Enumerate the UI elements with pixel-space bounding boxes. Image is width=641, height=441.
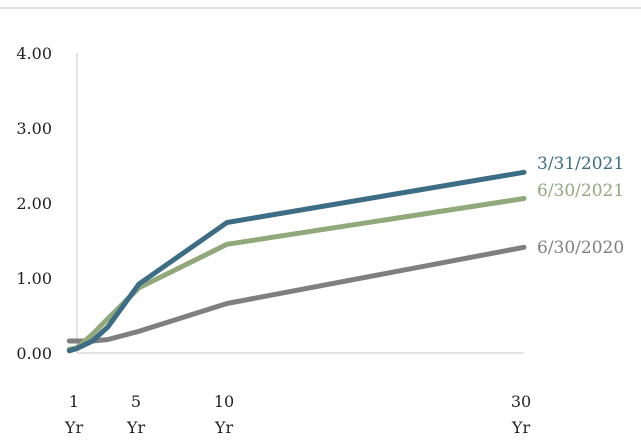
x-tick-label: 1 xyxy=(69,392,79,411)
x-tick-unit: Yr xyxy=(126,418,146,437)
x-axis-ticks: 1 Yr 5 Yr 10 Yr 30 Yr xyxy=(64,392,531,437)
series-line-6-30-2020 xyxy=(66,244,527,344)
x-tick-unit: Yr xyxy=(511,418,531,437)
series-label: 6/30/2020 xyxy=(537,238,624,258)
x-tick-unit: Yr xyxy=(214,418,234,437)
series-labels: 3/31/2021 6/30/2021 6/30/2020 xyxy=(537,154,624,258)
x-tick-label: 5 xyxy=(131,392,141,411)
y-tick-label: 3.00 xyxy=(16,119,52,138)
y-axis-ticks: 0.00 1.00 2.00 3.00 4.00 xyxy=(16,44,52,363)
x-tick-label: 10 xyxy=(214,392,234,411)
x-tick-unit: Yr xyxy=(64,418,84,437)
y-tick-label: 1.00 xyxy=(16,269,52,288)
y-tick-label: 4.00 xyxy=(16,44,52,63)
series-lines xyxy=(66,169,527,354)
x-tick-label: 30 xyxy=(511,392,531,411)
y-tick-label: 0.00 xyxy=(16,344,52,363)
series-label: 3/31/2021 xyxy=(537,154,624,174)
series-line-6-30-2021 xyxy=(66,196,527,352)
y-tick-label: 2.00 xyxy=(16,194,52,213)
series-label: 6/30/2021 xyxy=(537,181,624,201)
series-line-3-31-2021 xyxy=(66,169,527,354)
